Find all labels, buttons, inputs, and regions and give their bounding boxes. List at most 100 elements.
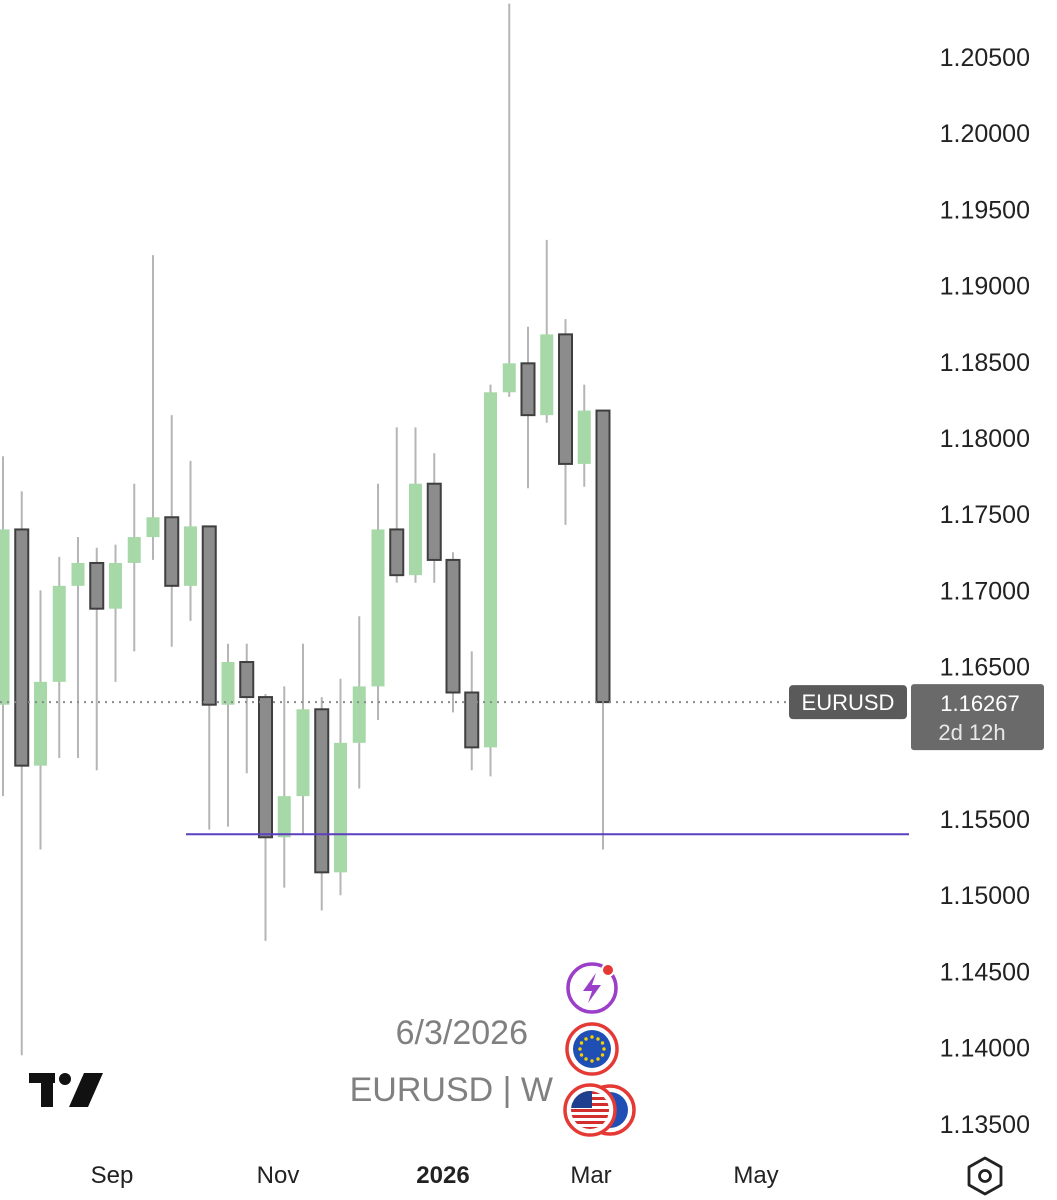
time-axis[interactable]: Sep Nov 2026 Mar May	[91, 1162, 779, 1189]
lightning-event-icon[interactable]	[566, 962, 618, 1014]
candle[interactable]	[520, 326, 536, 489]
price-axis[interactable]: 1.20500 1.20000 1.19500 1.19000 1.18500 1.180…	[940, 44, 1030, 1139]
candle[interactable]	[14, 491, 30, 1056]
candle-body-down	[201, 525, 217, 706]
candle[interactable]	[314, 697, 330, 911]
candle[interactable]	[109, 544, 122, 682]
candle[interactable]	[334, 678, 347, 896]
time-tick-label: May	[733, 1162, 778, 1189]
price-tick-label: 1.13500	[940, 1111, 1030, 1139]
symbol-watermark: EURUSD | W	[350, 1071, 553, 1109]
candle-body-up	[371, 529, 385, 687]
price-tick-label: 1.15000	[940, 882, 1030, 910]
candle-body-up	[52, 585, 66, 682]
price-tick-label: 1.18000	[940, 425, 1030, 453]
candle-body-up	[484, 392, 497, 748]
candle[interactable]	[445, 552, 461, 713]
date-watermark: 6/3/2026	[396, 1014, 528, 1052]
candle-body-up	[409, 483, 422, 576]
price-tick-label: 1.17000	[940, 577, 1030, 605]
candle[interactable]	[464, 651, 480, 771]
candle-body-up	[352, 686, 366, 743]
candle[interactable]	[277, 686, 291, 888]
plot-area[interactable]	[0, 3, 611, 1056]
candle[interactable]	[127, 483, 141, 652]
candle[interactable]	[164, 415, 180, 647]
candle[interactable]	[502, 3, 516, 397]
tradingview-logo[interactable]	[29, 1073, 103, 1107]
symbol-tag: EURUSD	[789, 685, 907, 720]
bar-countdown-label: 2d 12h	[938, 720, 1005, 745]
price-tick-label: 1.18500	[940, 349, 1030, 377]
eu-flag-icon[interactable]	[565, 1022, 619, 1076]
candle-body-up	[502, 363, 516, 393]
candle-body-up	[109, 562, 122, 609]
candle[interactable]	[146, 255, 160, 560]
candle-body-down	[464, 691, 480, 749]
candle[interactable]	[595, 409, 611, 850]
candle-body-down	[89, 561, 105, 610]
candle[interactable]	[409, 427, 422, 583]
candle-body-down	[389, 528, 405, 577]
candle-body-up	[334, 742, 347, 873]
candle-body-up	[146, 517, 160, 538]
price-tick-label: 1.19000	[940, 273, 1030, 301]
candle[interactable]	[426, 453, 442, 583]
candle[interactable]	[34, 590, 47, 850]
candle-body-up	[71, 562, 85, 586]
time-tick-label: Sep	[91, 1162, 134, 1189]
us-eu-flags-icon[interactable]	[563, 1083, 636, 1137]
candle[interactable]	[258, 694, 273, 941]
last-price-label: 1.16267	[940, 691, 1020, 716]
candle[interactable]	[89, 547, 105, 771]
candle-body-up	[540, 334, 554, 416]
price-tick-label: 1.19500	[940, 196, 1030, 224]
candle[interactable]	[296, 643, 310, 835]
candle-body-up	[296, 709, 310, 797]
candle-body-up	[577, 410, 591, 464]
candle-body-down	[239, 661, 255, 699]
candle[interactable]	[484, 384, 497, 777]
time-tick-label: Mar	[570, 1162, 611, 1189]
candle-body-down	[520, 362, 536, 417]
candle[interactable]	[0, 456, 10, 797]
price-tick-label: 1.20000	[940, 120, 1030, 148]
candle[interactable]	[352, 616, 366, 789]
candle-body-up	[0, 529, 10, 705]
candle-body-up	[221, 662, 235, 705]
time-tick-label: 2026	[416, 1162, 469, 1189]
last-price-tag: 1.16267 2d 12h	[911, 684, 1044, 751]
candle-body-down	[558, 333, 573, 465]
candle-body-down	[314, 708, 330, 874]
candle[interactable]	[371, 483, 385, 720]
candle[interactable]	[221, 643, 235, 827]
price-tick-label: 1.20500	[940, 44, 1030, 72]
candle-body-up	[34, 681, 47, 766]
candle[interactable]	[577, 384, 591, 487]
price-tick-label: 1.15500	[940, 806, 1030, 834]
settings-hexagon-icon[interactable]	[967, 1156, 1003, 1196]
time-tick-label: Nov	[257, 1162, 300, 1189]
candle[interactable]	[71, 537, 85, 759]
candle-body-down	[426, 482, 442, 561]
candle-body-up	[127, 537, 141, 563]
candle[interactable]	[52, 556, 66, 759]
candle[interactable]	[389, 427, 405, 583]
candle-body-up	[184, 526, 197, 586]
candle[interactable]	[558, 319, 573, 525]
candle[interactable]	[239, 643, 255, 774]
price-tick-label: 1.14000	[940, 1035, 1030, 1063]
candle[interactable]	[184, 460, 197, 621]
candle-body-down	[445, 558, 461, 694]
candle-body-down	[595, 409, 611, 704]
price-tick-label: 1.17500	[940, 501, 1030, 529]
candle-body-down	[258, 696, 273, 839]
candle[interactable]	[540, 239, 554, 423]
price-tick-label: 1.16500	[940, 654, 1030, 682]
candle-body-down	[14, 528, 30, 767]
price-tick-label: 1.14500	[940, 958, 1030, 986]
candle[interactable]	[201, 525, 217, 830]
candle-body-down	[164, 516, 180, 587]
candle-body-up	[277, 796, 291, 838]
